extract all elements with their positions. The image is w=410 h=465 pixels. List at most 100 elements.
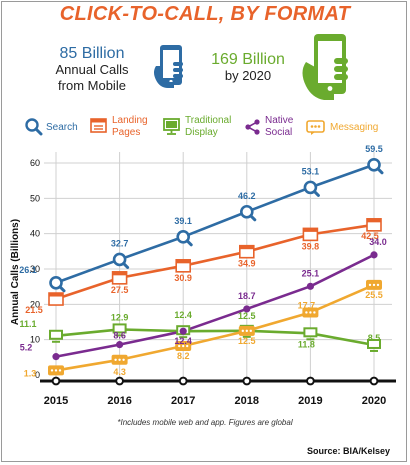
point-traditional-4-stand	[306, 338, 315, 341]
point-search-4-ring	[303, 180, 318, 195]
future-calls-desc: by 2020	[224, 68, 272, 83]
x-axis-dot	[369, 376, 379, 386]
y-tick-label: 60	[30, 158, 40, 168]
point-search-1-handle	[122, 261, 130, 269]
data-label-messaging-5: 25.5	[365, 290, 383, 300]
data-label-traditional-3: 12.5	[238, 311, 256, 321]
x-axis-dot	[115, 376, 124, 386]
point-traditional-5	[367, 338, 381, 352]
point-messaging-1-dot	[114, 358, 117, 362]
point-search-0	[49, 275, 66, 293]
point-messaging-5-dot	[376, 283, 380, 287]
legend-search-label: Search	[46, 122, 78, 133]
point-search-3-ring	[240, 204, 254, 219]
point-messaging-2-dot	[186, 344, 189, 348]
data-label-search-5: 59.5	[365, 144, 383, 154]
monitor-icon	[163, 118, 180, 135]
data-label-traditional-5: 8.5	[368, 333, 381, 343]
point-landing-2	[175, 259, 191, 273]
x-axis-dot	[242, 376, 252, 386]
point-landing-0-bar	[49, 293, 63, 297]
point-landing-4-bar	[303, 228, 318, 232]
point-search-1-ring	[112, 252, 127, 267]
point-traditional-4-glass	[305, 329, 316, 336]
data-label-landing-3: 34.9	[238, 259, 256, 269]
legend-native-label: Native Social	[265, 115, 293, 139]
point-messaging-3-dot	[245, 329, 248, 333]
y-tick-label: 40	[30, 229, 40, 239]
footnote: *Includes mobile web and app. Figures ar…	[117, 418, 293, 427]
data-label-landing-4: 39.8	[302, 241, 320, 251]
point-search-0-ring	[49, 275, 63, 290]
data-label-search-0: 26.1	[19, 265, 37, 275]
y-tick-label: 0	[35, 370, 40, 380]
smartphone-hand-icon	[154, 45, 183, 88]
series-line-messaging	[55, 283, 375, 372]
point-landing-0	[48, 292, 64, 306]
mobile-calls-desc-2: from Mobile	[58, 78, 126, 93]
data-label-landing-1: 27.5	[111, 285, 129, 295]
point-messaging-0-dot	[50, 369, 54, 372]
legend-native-label-2: Social	[265, 127, 293, 138]
x-tick-label: 2016	[107, 395, 131, 407]
point-traditional-1-glass	[114, 325, 125, 332]
point-landing-3-bar	[239, 245, 254, 250]
point-landing-5	[366, 218, 382, 232]
point-messaging-0-dot	[58, 369, 62, 372]
data-label-native-5: 34.0	[369, 237, 387, 247]
series-line-landing	[55, 223, 375, 301]
source-credit: Source: BIA/Kelsey	[306, 446, 390, 456]
data-label-search-2: 39.1	[174, 216, 192, 226]
legend-messaging-label: Messaging	[330, 122, 379, 133]
point-landing-4	[302, 227, 319, 242]
point-landing-5-bar	[367, 218, 381, 223]
magnifier-icon	[25, 118, 43, 136]
x-axis-dot	[51, 376, 61, 386]
y-tick-label: 50	[30, 193, 40, 203]
data-label-landing-2: 30.9	[174, 273, 192, 283]
data-label-traditional-4: 11.8	[298, 339, 315, 349]
data-label-traditional-0: 11.1	[19, 319, 36, 329]
point-traditional-4	[303, 327, 318, 341]
series-line-search	[55, 163, 375, 285]
point-messaging-1-dot	[118, 358, 121, 362]
series-line-native	[55, 253, 375, 358]
data-label-search-1: 32.7	[111, 238, 129, 248]
future-calls-stat: 169 Billion by 2020	[198, 52, 298, 84]
data-label-traditional-1: 12.9	[111, 312, 129, 322]
data-label-messaging-4: 17.7	[298, 300, 316, 310]
future-calls-value: 169 Billion	[211, 51, 285, 68]
point-traditional-3-stand	[242, 335, 251, 338]
point-traditional-5-glass	[369, 340, 379, 347]
data-label-messaging-2: 8.2	[177, 351, 190, 361]
data-label-landing-5: 42.5	[361, 231, 379, 241]
point-messaging-5-dot	[372, 283, 376, 287]
y-axis-label: Annual Calls (Billions)	[10, 219, 21, 325]
point-traditional-0-stand	[52, 340, 60, 343]
point-messaging-2-dot	[182, 344, 185, 348]
x-tick-label: 2015	[44, 395, 68, 407]
point-messaging-5-dot	[368, 283, 372, 287]
x-axis-dot	[306, 376, 315, 386]
point-messaging-4	[302, 307, 319, 318]
point-search-1	[112, 252, 130, 269]
point-landing-1	[111, 271, 128, 285]
point-messaging-3-dot	[241, 329, 244, 333]
point-landing-1-bar	[112, 271, 127, 276]
point-search-5-ring	[367, 157, 381, 172]
chat-bubble-icon	[306, 120, 325, 135]
point-landing-3	[239, 244, 255, 259]
mobile-calls-stat: 85 Billion Annual Calls from Mobile	[36, 46, 148, 94]
data-label-native-2: 12.4	[174, 336, 192, 346]
point-messaging-2	[175, 341, 192, 352]
point-messaging-3	[238, 325, 255, 336]
point-search-4-handle	[312, 189, 320, 197]
series-line-traditional	[55, 328, 375, 347]
x-tick-label: 2018	[235, 395, 259, 407]
mobile-calls-value: 85 Billion	[59, 45, 125, 62]
data-label-landing-0: 21.5	[25, 305, 43, 315]
point-search-2	[176, 230, 193, 247]
point-search-3	[240, 204, 257, 222]
point-messaging-4-dot	[305, 311, 308, 314]
point-native-1	[116, 341, 124, 349]
